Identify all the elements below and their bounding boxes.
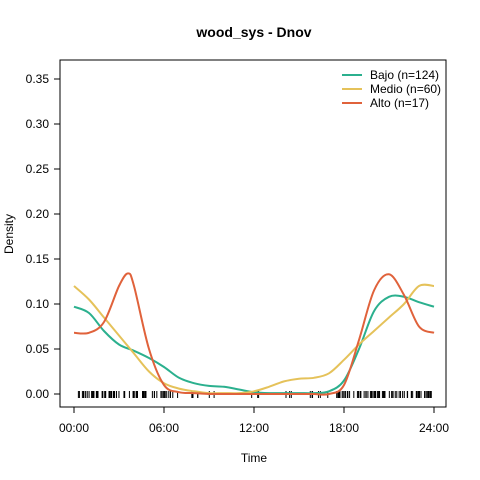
- series-line-2: [73, 272, 435, 396]
- chart-title: wood_sys - Dnov: [195, 24, 311, 40]
- y-axis-title: Density: [2, 214, 16, 254]
- legend-label: Alto (n=17): [370, 96, 429, 110]
- y-axis: 0.00 0.05 0.10 0.15 0.20 0.25 0.30 0.35: [26, 72, 60, 401]
- legend-label: Medio (n=60): [370, 82, 441, 96]
- y-tick-label: 0.15: [26, 252, 50, 266]
- series-line-1: [73, 283, 435, 395]
- y-tick-label: 0.20: [26, 207, 50, 221]
- x-tick-label: 18:00: [329, 421, 359, 435]
- x-tick-label: 24:00: [419, 421, 449, 435]
- y-tick-label: 0.35: [26, 72, 50, 86]
- y-tick-label: 0.10: [26, 297, 50, 311]
- y-tick-label: 0.30: [26, 117, 50, 131]
- y-tick-label: 0.25: [26, 162, 50, 176]
- series-line-0: [73, 294, 435, 395]
- y-tick-label: 0.05: [26, 342, 50, 356]
- x-tick-label: 06:00: [149, 421, 179, 435]
- plot-frame: [59, 59, 447, 408]
- x-tick-label: 00:00: [59, 421, 89, 435]
- x-tick-label: 12:00: [239, 421, 269, 435]
- series-lines: [73, 272, 435, 396]
- y-tick-label: 0.00: [26, 387, 50, 401]
- rug-marks: [77, 391, 432, 398]
- legend-label: Bajo (n=124): [370, 68, 439, 82]
- x-axis-title: Time: [241, 451, 268, 465]
- legend: Bajo (n=124)Medio (n=60)Alto (n=17): [342, 68, 441, 110]
- x-axis: 00:00 06:00 12:00 18:00 24:00: [59, 407, 449, 435]
